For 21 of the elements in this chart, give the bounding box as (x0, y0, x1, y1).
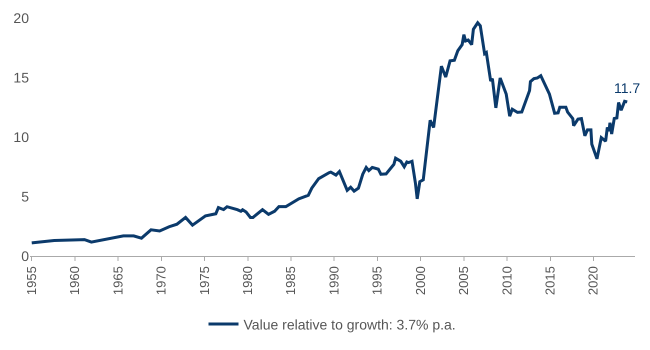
x-tick-label: 1960 (67, 266, 82, 296)
x-tick-label: 2015 (542, 266, 558, 296)
x-tick-label: 2010 (499, 266, 514, 296)
y-tick-label: 15 (13, 69, 30, 86)
x-tick-label: 1975 (196, 266, 212, 296)
x-tick-label: 1965 (110, 266, 126, 296)
y-tick-label: 10 (13, 128, 30, 145)
x-tick-label: 1955 (24, 266, 39, 296)
x-tick-label: 1970 (154, 266, 169, 296)
y-tick-label: 20 (13, 10, 30, 26)
x-tick-label: 1995 (370, 266, 385, 296)
y-tick-label: 5 (21, 188, 30, 204)
y-tick-label: 0 (21, 248, 30, 264)
x-tick-label: 2000 (412, 266, 428, 296)
x-tick-label: 1985 (283, 266, 298, 296)
annotation: 11.7 (614, 80, 640, 96)
x-tick-label: 1990 (326, 266, 342, 296)
x-tick-label: 2020 (586, 266, 601, 296)
legend-label: Value relative to growth: 3.7% p.a. (244, 316, 456, 332)
x-tick-label: 1980 (240, 266, 256, 296)
x-tick-label: 2005 (456, 266, 472, 296)
